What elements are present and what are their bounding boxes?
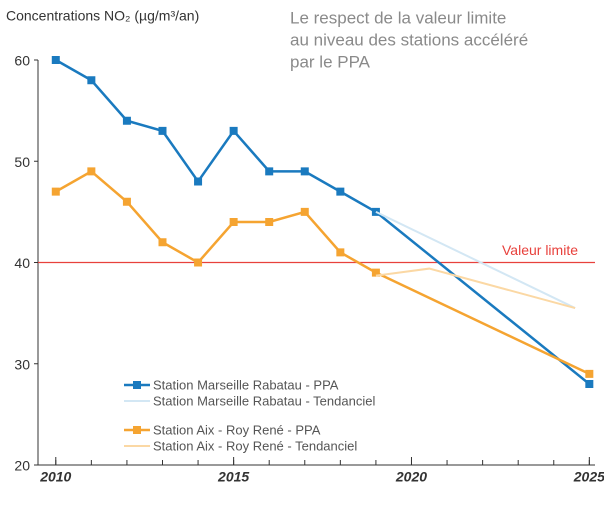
marker [158,238,167,247]
x-tick-label: 2010 [39,469,71,485]
y-tick-label: 40 [14,255,30,271]
legend-marker [133,426,141,434]
marker [265,218,274,226]
marker [336,248,345,257]
marker [51,187,60,196]
legend-label: Station Marseille Rabatau - PPA [153,377,339,392]
marker [87,167,96,176]
marker [300,207,309,216]
marker [194,177,203,186]
y-tick-label: 20 [14,458,30,474]
y-tick-label: 30 [14,356,30,372]
marker [158,126,167,135]
legend-label: Station Aix - Roy René - PPA [153,422,321,437]
x-tick-label: 2020 [395,469,427,485]
series-line [375,210,576,309]
series-line [375,267,576,310]
y-tick-label: 60 [14,53,30,69]
series-line [55,169,590,376]
marker [229,126,238,135]
marker [194,258,203,267]
x-tick-label: 2025 [573,469,604,485]
legend-label: Station Marseille Rabatau - Tendanciel [153,393,375,408]
marker [300,167,309,176]
marker [371,268,380,277]
marker [122,197,131,206]
annotation: Le respect de la valeur limite [290,8,506,27]
marker [265,167,274,176]
marker [336,187,345,196]
annotation: par le PPA [290,52,371,71]
marker [585,380,594,388]
marker [229,218,238,226]
legend-label: Station Aix - Roy René - Tendanciel [153,438,357,453]
marker [122,116,131,125]
y-axis-title: Concentrations NO₂ (µg/m³/an) [6,8,199,24]
reference-label: Valeur limite [502,242,578,258]
annotation: au niveau des stations accéléré [290,30,528,49]
marker [87,76,96,85]
marker [51,56,60,64]
x-tick-label: 2015 [217,469,249,485]
legend-marker [133,381,141,389]
marker [585,369,594,378]
y-tick-label: 50 [14,154,30,170]
